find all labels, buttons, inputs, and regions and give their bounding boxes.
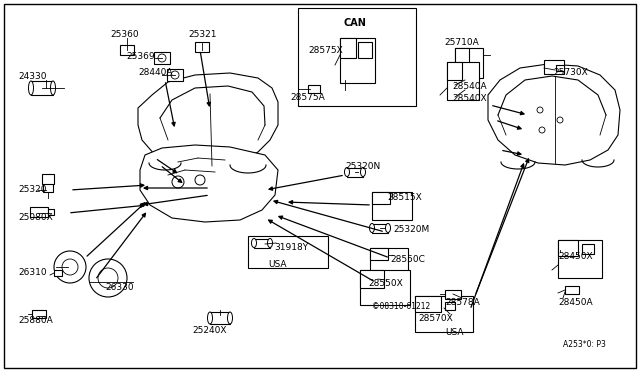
Bar	[544, 60, 564, 74]
Text: 26330: 26330	[105, 283, 134, 292]
Text: 25080X: 25080X	[18, 213, 52, 222]
Bar	[340, 38, 375, 83]
Polygon shape	[488, 64, 620, 165]
Bar	[360, 270, 410, 305]
Bar	[210, 312, 230, 324]
Text: 26310: 26310	[18, 268, 47, 277]
Bar	[31, 81, 53, 95]
Polygon shape	[138, 73, 278, 168]
Circle shape	[54, 251, 86, 283]
Text: 28578A: 28578A	[445, 298, 480, 307]
Circle shape	[171, 71, 179, 79]
Bar	[370, 248, 388, 260]
Text: 25321: 25321	[188, 30, 216, 39]
Bar	[445, 302, 455, 310]
Bar	[360, 270, 384, 288]
Bar	[582, 244, 594, 254]
Circle shape	[98, 268, 118, 288]
Circle shape	[158, 54, 166, 62]
Text: 28450A: 28450A	[558, 298, 593, 307]
Text: 28540X: 28540X	[452, 94, 486, 103]
Text: 25360: 25360	[110, 30, 139, 39]
Bar	[372, 224, 388, 233]
Bar	[558, 240, 602, 278]
Circle shape	[557, 117, 563, 123]
Ellipse shape	[268, 238, 273, 247]
Bar	[415, 296, 441, 312]
Bar	[167, 69, 183, 81]
Text: 25320N: 25320N	[345, 162, 380, 171]
Bar	[445, 290, 461, 299]
Text: CAN: CAN	[344, 18, 367, 28]
Text: 28550X: 28550X	[368, 279, 403, 288]
Bar	[372, 192, 412, 220]
Text: 25730X: 25730X	[553, 68, 588, 77]
Bar	[370, 248, 408, 276]
Text: 28575X: 28575X	[308, 46, 343, 55]
Text: 31918Y: 31918Y	[274, 243, 308, 252]
Bar	[558, 240, 578, 256]
Bar	[154, 52, 170, 64]
Text: 28515X: 28515X	[387, 193, 422, 202]
Text: 25880A: 25880A	[18, 316, 52, 325]
Bar	[565, 286, 579, 294]
Ellipse shape	[207, 312, 212, 324]
Bar	[32, 310, 46, 318]
Bar	[358, 42, 372, 58]
Circle shape	[195, 175, 205, 185]
Bar	[347, 168, 363, 177]
Circle shape	[89, 259, 127, 297]
Text: 25320M: 25320M	[393, 225, 429, 234]
Bar	[248, 236, 328, 268]
Text: 28440A: 28440A	[138, 68, 173, 77]
Bar	[48, 209, 54, 215]
Circle shape	[539, 127, 545, 133]
Bar	[120, 45, 134, 55]
Text: 25240X: 25240X	[192, 326, 227, 335]
Ellipse shape	[252, 238, 257, 247]
Bar	[254, 239, 270, 248]
Bar	[54, 270, 62, 276]
Text: USA: USA	[268, 260, 287, 269]
Text: 28575A: 28575A	[290, 93, 324, 102]
Text: 25710A: 25710A	[444, 38, 479, 47]
Text: 28540A: 28540A	[452, 82, 486, 91]
Polygon shape	[140, 145, 278, 222]
Bar	[372, 192, 390, 204]
Bar	[298, 8, 416, 106]
Bar	[447, 62, 479, 100]
Ellipse shape	[227, 312, 232, 324]
Circle shape	[62, 259, 78, 275]
Text: 24330: 24330	[18, 72, 47, 81]
Bar	[42, 174, 54, 184]
Ellipse shape	[360, 167, 365, 176]
Ellipse shape	[369, 224, 374, 232]
Bar	[340, 38, 356, 58]
Text: 28550C: 28550C	[390, 255, 425, 264]
Ellipse shape	[51, 81, 56, 95]
Bar	[43, 182, 53, 192]
Circle shape	[172, 176, 184, 188]
Bar	[447, 62, 462, 80]
Text: ©08310-61212: ©08310-61212	[372, 302, 430, 311]
Ellipse shape	[29, 81, 33, 95]
Ellipse shape	[344, 167, 349, 176]
Bar	[308, 85, 320, 93]
Bar	[195, 42, 209, 52]
Bar	[455, 48, 483, 78]
Text: 28450X: 28450X	[558, 252, 593, 261]
Bar	[556, 65, 564, 71]
Circle shape	[537, 107, 543, 113]
Text: 25320: 25320	[18, 185, 47, 194]
Text: A253*0: P3: A253*0: P3	[563, 340, 606, 349]
Bar	[415, 296, 473, 332]
Text: 28570X: 28570X	[418, 314, 452, 323]
Ellipse shape	[385, 224, 390, 232]
Bar	[455, 48, 469, 63]
Text: USA: USA	[445, 328, 463, 337]
Bar	[30, 207, 48, 217]
Text: 25369: 25369	[126, 52, 155, 61]
